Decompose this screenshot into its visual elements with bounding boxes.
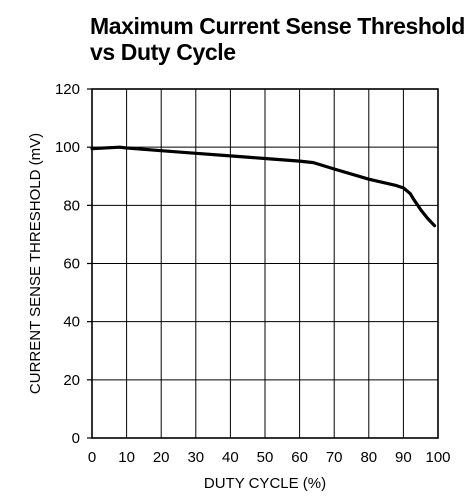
x-tick-label: 80 (360, 449, 377, 466)
x-tick-label: 30 (187, 449, 204, 466)
chart-title: Maximum Current Sense Threshold vs Duty … (90, 13, 465, 65)
x-tick-label: 0 (88, 449, 96, 466)
series-line (90, 145, 437, 228)
x-tick-label: 60 (291, 449, 308, 466)
x-tick-label: 70 (326, 449, 343, 466)
x-tick-label: 100 (425, 449, 450, 466)
x-tick-label: 40 (222, 449, 239, 466)
y-tick-label: 40 (63, 314, 80, 331)
x-tick-label: 10 (118, 449, 135, 466)
y-tick-label: 20 (63, 372, 80, 389)
y-tick-label: 0 (72, 430, 80, 447)
chart-title-line-2: vs Duty Cycle (90, 39, 236, 65)
x-tick-label: 20 (153, 449, 170, 466)
y-tick-label: 80 (63, 197, 80, 214)
x-tick-label: 90 (395, 449, 412, 466)
y-axis-label: CURRENT SENSE THRESHOLD (mV) (27, 133, 44, 394)
series-layer (90, 145, 437, 228)
x-tick-label: 50 (257, 449, 274, 466)
y-tick-label: 120 (55, 81, 80, 98)
y-tick-label: 100 (55, 139, 80, 156)
x-axis-label: DUTY CYCLE (%) (204, 475, 326, 492)
y-tick-labels: 0 20 40 60 80 100 120 (55, 81, 92, 447)
chart-title-line-1: Maximum Current Sense Threshold (90, 13, 465, 39)
y-tick-label: 60 (63, 256, 80, 273)
x-tick-labels: 0 10 20 30 40 50 60 70 80 90 100 (88, 449, 451, 466)
grid (92, 89, 438, 438)
